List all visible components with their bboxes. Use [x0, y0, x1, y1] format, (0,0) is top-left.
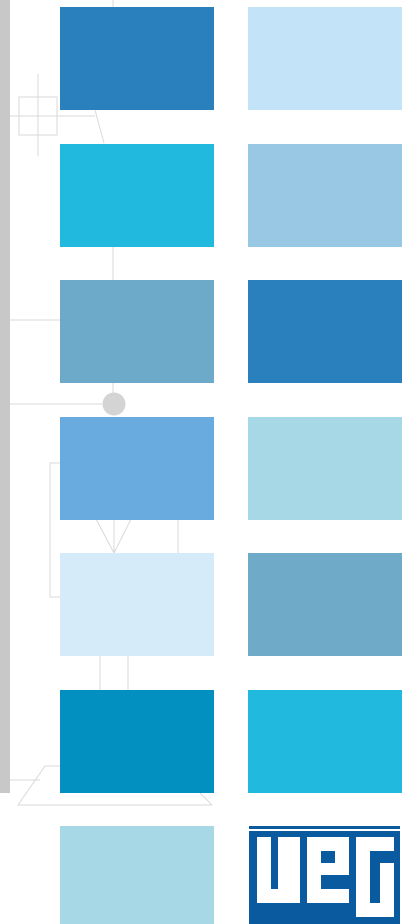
swatch-row1-left: [60, 7, 214, 110]
swatch-row5-right: [248, 553, 402, 656]
swatch-row3-right: [248, 280, 402, 383]
swatch-row3-left: [60, 280, 214, 383]
swatch-row1-right: [248, 7, 402, 110]
swatch-row4-right: [248, 417, 402, 520]
swatch-row6-right: [248, 690, 402, 793]
swatch-row7-left: [60, 826, 214, 924]
weg-logo: [249, 826, 400, 924]
swatch-row2-right: [248, 144, 402, 247]
side-bar: [0, 0, 10, 793]
swatch-row6-left: [60, 690, 214, 793]
swatch-row2-left: [60, 144, 214, 247]
swatch-row5-left: [60, 553, 214, 656]
swatch-row4-left: [60, 417, 214, 520]
